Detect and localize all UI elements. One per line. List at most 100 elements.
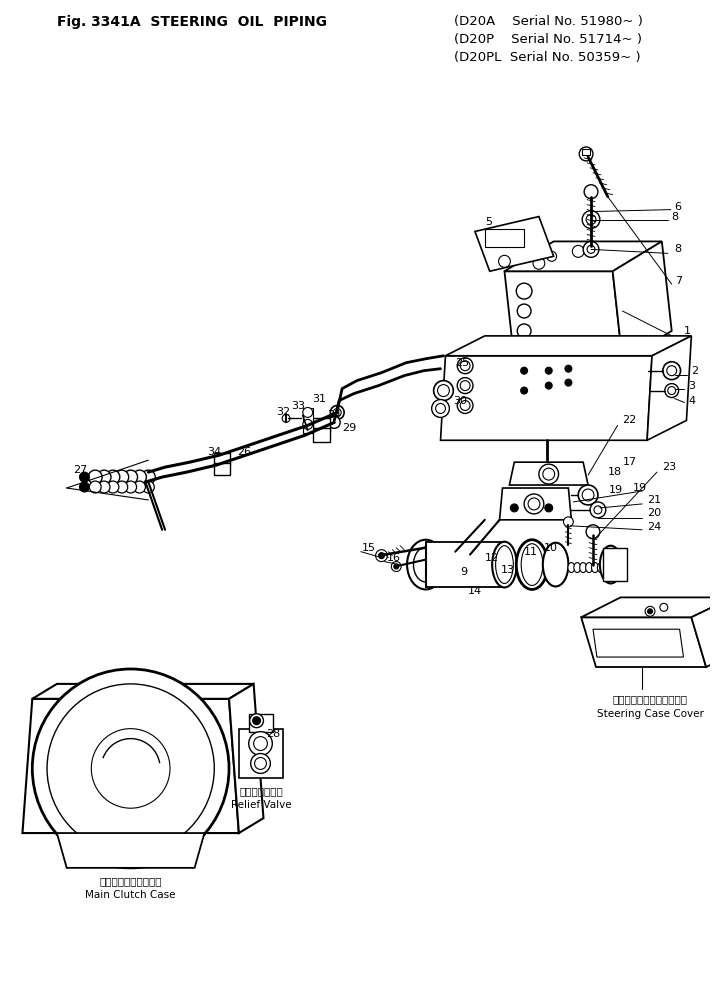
Circle shape [545,504,553,512]
Circle shape [460,401,470,410]
Text: Relief Valve: Relief Valve [232,800,292,810]
Circle shape [460,360,470,370]
Text: 7: 7 [674,276,682,286]
Bar [426,542,505,587]
Polygon shape [593,629,684,657]
Circle shape [132,470,147,484]
Circle shape [115,470,129,484]
Circle shape [334,409,342,416]
Circle shape [438,385,449,397]
Circle shape [99,481,110,493]
Ellipse shape [521,544,543,585]
Ellipse shape [407,540,444,589]
Circle shape [545,382,552,389]
Circle shape [517,304,531,318]
Circle shape [565,365,572,372]
Circle shape [142,481,155,493]
Circle shape [47,683,214,853]
Circle shape [533,257,545,269]
Circle shape [586,524,600,539]
Polygon shape [32,683,254,699]
Circle shape [582,210,600,229]
Bar [214,454,230,465]
Bar [582,149,590,155]
Polygon shape [22,699,239,833]
Circle shape [89,481,101,493]
Text: 34: 34 [327,410,342,420]
Circle shape [498,255,510,267]
Circle shape [582,489,594,501]
Circle shape [106,470,120,484]
Ellipse shape [605,553,617,576]
Circle shape [124,470,137,484]
Ellipse shape [580,563,587,573]
Circle shape [578,485,598,505]
Text: 31: 31 [313,394,326,404]
Circle shape [457,378,473,394]
Text: 23: 23 [662,463,676,472]
Circle shape [648,609,653,614]
Text: 20: 20 [647,508,661,518]
Text: 10: 10 [544,543,558,553]
Circle shape [545,367,552,374]
Circle shape [329,416,340,428]
Circle shape [586,242,596,251]
Polygon shape [239,729,283,779]
Circle shape [252,717,260,725]
Circle shape [564,517,573,526]
Circle shape [543,468,554,480]
Circle shape [255,757,267,770]
Circle shape [107,481,119,493]
Ellipse shape [516,540,548,589]
Circle shape [303,419,313,429]
Circle shape [91,729,170,808]
Text: 29: 29 [342,423,357,433]
Ellipse shape [585,563,592,573]
Text: 3: 3 [688,381,695,391]
Circle shape [394,564,399,569]
Circle shape [457,357,473,374]
Text: (D20P    Serial No. 51714~ ): (D20P Serial No. 51714~ ) [454,32,642,45]
Circle shape [521,387,528,394]
Circle shape [142,470,155,484]
Circle shape [330,406,344,419]
Polygon shape [647,336,692,440]
Text: 1: 1 [684,326,690,336]
Ellipse shape [718,618,719,647]
Text: 6: 6 [674,201,682,211]
Circle shape [663,361,681,380]
Ellipse shape [493,542,517,587]
Text: ステアリングケースカバー: ステアリングケースカバー [613,694,687,704]
Circle shape [510,504,518,512]
Text: 2: 2 [692,365,698,376]
Text: 26: 26 [237,447,251,458]
Circle shape [116,481,128,493]
Text: 17: 17 [623,458,636,467]
Circle shape [583,242,599,257]
Text: 22: 22 [623,415,637,425]
Circle shape [80,482,89,492]
Polygon shape [57,833,204,868]
Ellipse shape [568,563,574,573]
Bar [603,548,628,581]
Text: 12: 12 [485,553,499,563]
Text: Main Clutch Case: Main Clutch Case [86,890,176,900]
Text: 32: 32 [276,408,290,417]
Text: 13: 13 [500,565,515,574]
Polygon shape [229,683,263,833]
Polygon shape [692,597,719,667]
Bar [303,409,313,433]
Circle shape [587,246,595,253]
Polygon shape [613,242,672,360]
Circle shape [594,506,602,514]
Circle shape [524,494,544,514]
Circle shape [665,384,679,398]
Circle shape [586,215,596,225]
Circle shape [521,367,528,374]
Circle shape [460,381,470,391]
Text: 15: 15 [362,543,376,553]
Circle shape [249,714,263,728]
Text: 4: 4 [688,396,695,406]
Circle shape [668,387,676,395]
Circle shape [97,470,111,484]
